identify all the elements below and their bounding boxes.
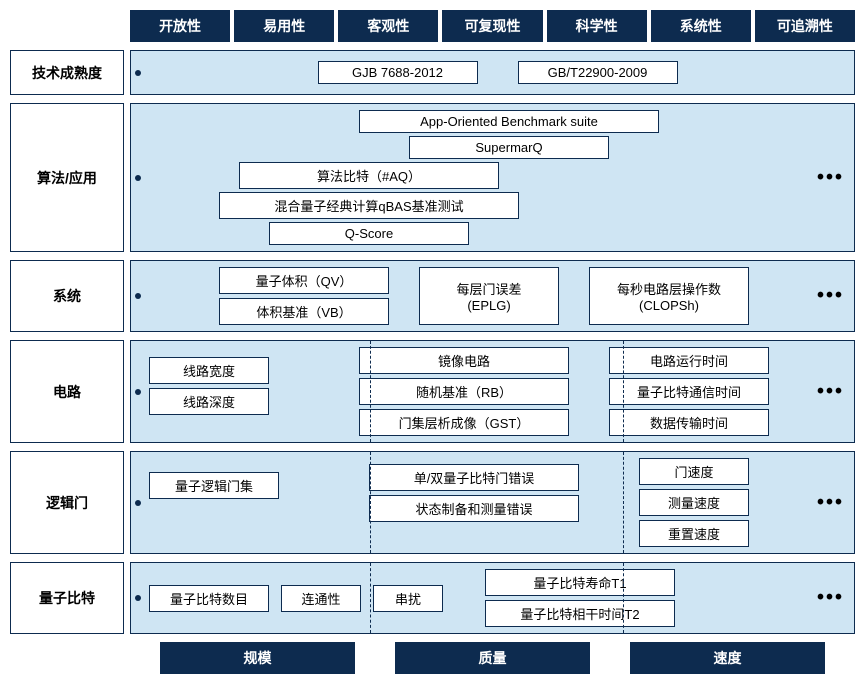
item-box: GB/T22900-2009: [518, 61, 678, 84]
bullet-icon: [135, 293, 141, 299]
item-box: 算法比特（#AQ）: [239, 162, 499, 189]
item-box: SupermarQ: [409, 136, 609, 159]
top-header: 可追溯性: [755, 10, 855, 42]
row-label-tech: 技术成熟度: [10, 50, 124, 95]
row-label-system: 系统: [10, 260, 124, 332]
item-box: Q-Score: [269, 222, 469, 245]
item-box: 量子比特通信时间: [609, 378, 769, 405]
item-box: 线路深度: [149, 388, 269, 415]
ellipsis-icon: •••: [817, 285, 844, 308]
item-box: 混合量子经典计算qBAS基准测试: [219, 192, 519, 219]
spacer: [10, 10, 130, 50]
item-box: 量子比特相干时间T2: [485, 600, 675, 627]
item-box: 每层门误差 (EPLG): [419, 267, 559, 325]
item-box: GJB 7688-2012: [318, 61, 478, 84]
top-header: 客观性: [338, 10, 438, 42]
item-box: 随机基准（RB）: [359, 378, 569, 405]
item-box: 体积基准（VB）: [219, 298, 389, 325]
row-body-gate: 量子逻辑门集 单/双量子比特门错误 状态制备和测量错误 门速度 测量速度 重置速…: [130, 451, 855, 554]
bottom-header: 质量: [395, 642, 590, 674]
diagram-root: 开放性 易用性 客观性 可复现性 科学性 系统性 可追溯性 技术成熟度 GJB …: [10, 10, 855, 674]
top-header: 系统性: [651, 10, 751, 42]
item-box: 镜像电路: [359, 347, 569, 374]
item-box: 数据传输时间: [609, 409, 769, 436]
row-body-tech: GJB 7688-2012 GB/T22900-2009: [130, 50, 855, 95]
bullet-icon: [135, 175, 141, 181]
ellipsis-icon: •••: [817, 491, 844, 514]
item-box: 量子逻辑门集: [149, 472, 279, 499]
bullet-icon: [135, 595, 141, 601]
ellipsis-icon: •••: [817, 587, 844, 610]
item-box: 量子比特寿命T1: [485, 569, 675, 596]
bullet-icon: [135, 70, 141, 76]
spacer: [10, 642, 130, 674]
top-header: 可复现性: [442, 10, 542, 42]
row-label-algo: 算法/应用: [10, 103, 124, 252]
item-box: 重置速度: [639, 520, 749, 547]
item-box: 量子体积（QV）: [219, 267, 389, 294]
top-header: 易用性: [234, 10, 334, 42]
row-body-system: 量子体积（QV） 体积基准（VB） 每层门误差 (EPLG) 每秒电路层操作数(…: [130, 260, 855, 332]
ellipsis-icon: •••: [817, 166, 844, 189]
bottom-header-row: 规模 质量 速度: [130, 642, 855, 674]
item-box: 测量速度: [639, 489, 749, 516]
row-body-circuit: 线路宽度 线路深度 镜像电路 随机基准（RB） 门集层析成像（GST） 电路运行…: [130, 340, 855, 443]
top-header: 科学性: [547, 10, 647, 42]
item-box: App-Oriented Benchmark suite: [359, 110, 659, 133]
row-body-qubit: 量子比特数目 连通性 串扰 量子比特寿命T1 量子比特相干时间T2 •••: [130, 562, 855, 634]
ellipsis-icon: •••: [817, 380, 844, 403]
item-box: 串扰: [373, 585, 443, 612]
item-box: 每秒电路层操作数(CLOPSh): [589, 267, 749, 325]
bullet-icon: [135, 500, 141, 506]
bottom-header: 速度: [630, 642, 825, 674]
row-label-qubit: 量子比特: [10, 562, 124, 634]
top-header: 开放性: [130, 10, 230, 42]
item-box: 单/双量子比特门错误: [369, 464, 579, 491]
item-box: 电路运行时间: [609, 347, 769, 374]
row-body-algo: App-Oriented Benchmark suite SupermarQ 算法比…: [130, 103, 855, 252]
bullet-icon: [135, 389, 141, 395]
item-box: 线路宽度: [149, 357, 269, 384]
top-header-row: 开放性 易用性 客观性 可复现性 科学性 系统性 可追溯性: [130, 10, 855, 42]
item-box: 门集层析成像（GST）: [359, 409, 569, 436]
item-box: 状态制备和测量错误: [369, 495, 579, 522]
item-box: 量子比特数目: [149, 585, 269, 612]
item-box: 门速度: [639, 458, 749, 485]
row-label-gate: 逻辑门: [10, 451, 124, 554]
bottom-header: 规模: [160, 642, 355, 674]
row-label-circuit: 电路: [10, 340, 124, 443]
item-box: 连通性: [281, 585, 361, 612]
